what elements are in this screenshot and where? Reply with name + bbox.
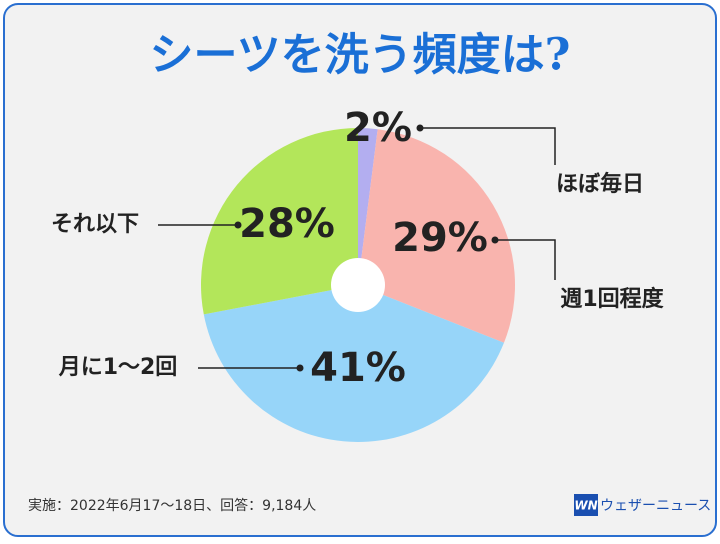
footnote: 実施：2022年6月17～18日、回答：9,184人 bbox=[28, 497, 316, 514]
category-label: それ以下 bbox=[51, 212, 139, 237]
value-label: 41% bbox=[310, 345, 406, 391]
pie-slice bbox=[358, 128, 378, 285]
category-label: ほぼ毎日 bbox=[556, 172, 644, 197]
leader-dot bbox=[491, 236, 499, 244]
pie bbox=[200, 128, 515, 442]
pie-slice bbox=[358, 129, 515, 343]
pie-slice bbox=[203, 285, 504, 442]
labels: 2% ほぼ毎日 29% 週1回程度 41% 月に1～2回 28% それ以下 bbox=[51, 105, 665, 391]
value-label: 2% bbox=[344, 105, 412, 151]
value-label: 29% bbox=[392, 215, 488, 261]
logo-box bbox=[574, 494, 598, 516]
brand: ウェザーニュース bbox=[600, 498, 711, 514]
category-label: 週1回程度 bbox=[560, 286, 664, 312]
donut-hole bbox=[331, 258, 385, 312]
leader-line bbox=[495, 239, 556, 280]
leader-dot bbox=[234, 221, 242, 229]
logo: WN bbox=[574, 499, 597, 513]
value-label: 28% bbox=[239, 201, 335, 247]
leader-dot bbox=[416, 124, 424, 132]
pie-slice bbox=[200, 128, 358, 315]
leader-dot bbox=[296, 364, 304, 372]
chart-title: シーツを洗う頻度は? bbox=[150, 30, 571, 81]
leader-line bbox=[420, 127, 556, 165]
category-label: 月に1～2回 bbox=[58, 355, 178, 380]
